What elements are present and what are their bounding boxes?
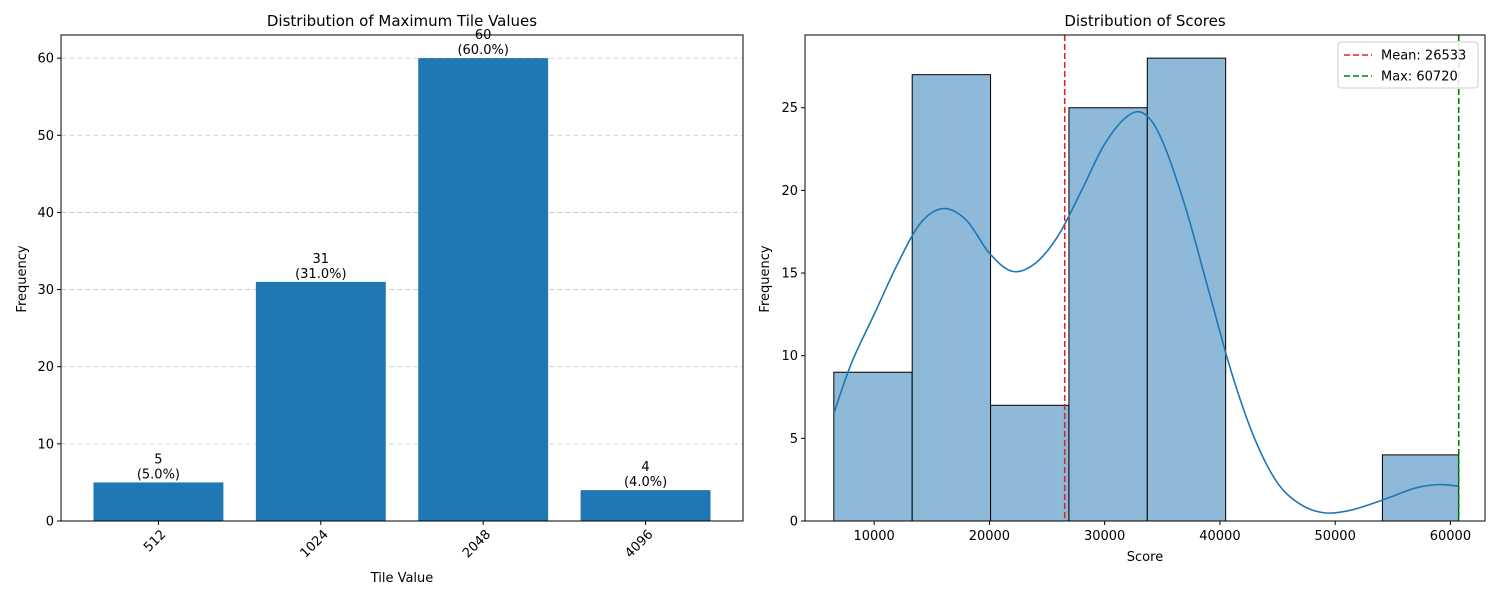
legend-label: Mean: 26533 (1381, 49, 1466, 64)
y-tick-label: 0 (46, 515, 54, 530)
x-tick-label: 4096 (622, 527, 656, 561)
y-tick-label: 20 (37, 360, 54, 375)
data-label-count: 31 (313, 252, 330, 267)
y-tick-label: 25 (781, 101, 798, 116)
reference-lines (1063, 35, 1460, 521)
histogram-bin (1381, 454, 1460, 522)
y-tick-label: 20 (781, 184, 798, 199)
x-tick-label: 512 (141, 527, 169, 555)
x-tick-label: 2048 (460, 527, 494, 561)
data-labels: 5(5.0%) 31(31.0%) 60(60.0%) 4(4.0%) (137, 28, 667, 490)
data-label-count: 60 (475, 28, 492, 43)
x-tick-label: 40000 (1199, 529, 1240, 544)
y-tick-label: 30 (37, 283, 54, 298)
data-label-percent: (60.0%) (457, 43, 508, 58)
score-histogram-chart: Distribution of Scores Score Frequency 0… (758, 12, 1486, 565)
histogram-bin (990, 404, 1070, 522)
x-tick-label: 60000 (1430, 529, 1471, 544)
bar (255, 281, 386, 521)
y-tick-label: 0 (790, 515, 798, 530)
y-tick-label: 50 (37, 129, 54, 144)
y-tick-label: 10 (37, 437, 54, 452)
legend-box (1337, 41, 1479, 89)
x-tick-label: 20000 (969, 529, 1010, 544)
histogram-bin (833, 371, 913, 522)
y-tick-label: 5 (790, 432, 798, 447)
x-axis-label: Score (1127, 550, 1163, 565)
histogram-bin (1146, 57, 1227, 522)
chart-title: Distribution of Maximum Tile Values (267, 12, 537, 30)
x-tick-label: 1024 (298, 527, 332, 561)
y-tick-label: 15 (781, 267, 798, 282)
histogram-bin (911, 74, 992, 522)
kde-curve (833, 110, 1459, 514)
x-tick-label: 10000 (853, 529, 894, 544)
bar (418, 58, 549, 522)
y-axis-label: Frequency (758, 245, 773, 312)
grid (61, 57, 743, 522)
histogram-bin (1068, 107, 1148, 522)
y-tick-label: 40 (37, 206, 54, 221)
legend-label: Max: 60720 (1381, 70, 1458, 85)
data-label-count: 4 (641, 460, 649, 475)
y-axis-label: Frequency (15, 245, 30, 312)
plot-frame (60, 34, 744, 522)
x-tick-label: 30000 (1084, 529, 1125, 544)
y-ticks: 0 5 10 15 20 25 (781, 101, 805, 530)
bar (93, 482, 224, 521)
plot-frame (804, 34, 1486, 522)
x-tick-label: 50000 (1314, 529, 1355, 544)
y-tick-label: 10 (781, 349, 798, 364)
data-label-count: 5 (154, 452, 162, 467)
histogram-bins (833, 57, 1460, 522)
y-ticks: 0 10 20 30 40 50 60 (37, 52, 61, 530)
chart-title: Distribution of Scores (1064, 12, 1226, 30)
x-ticks: 10000 20000 30000 40000 50000 60000 (853, 521, 1471, 544)
x-ticks: 512 1024 2048 4096 (141, 521, 656, 561)
tile-bar-chart: Distribution of Maximum Tile Values Tile… (15, 12, 744, 586)
data-label-percent: (31.0%) (295, 267, 346, 282)
legend: Mean: 26533 Max: 60720 (1337, 41, 1479, 89)
bar (580, 490, 711, 521)
y-tick-label: 60 (37, 52, 54, 67)
x-axis-label: Tile Value (370, 571, 434, 586)
data-label-percent: (4.0%) (624, 475, 667, 490)
bars (93, 58, 711, 522)
data-label-percent: (5.0%) (137, 467, 180, 482)
